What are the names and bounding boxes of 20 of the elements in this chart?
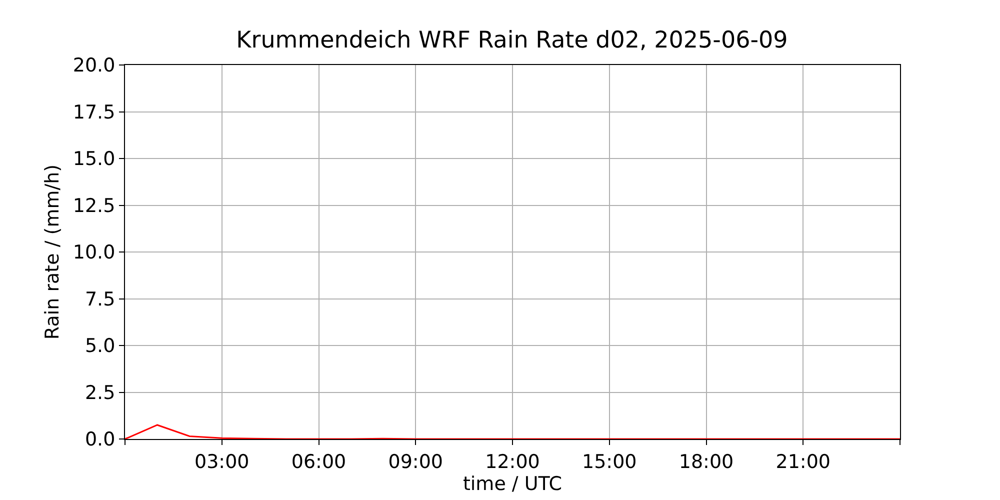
line-series <box>125 424 900 439</box>
y-tick-label: 15.0 <box>72 148 116 170</box>
x-tick-label: 15:00 <box>582 450 637 473</box>
y-tick-label: 5.0 <box>84 335 116 358</box>
x-tick-label: 09:00 <box>388 450 444 473</box>
y-tick-label: 10.0 <box>72 242 116 264</box>
chart-title: Krummendeich WRF Rain Rate d02, 2025-06-09 <box>236 28 788 54</box>
x-tick-label: 18:00 <box>678 450 734 473</box>
y-tick-label: 17.5 <box>72 101 116 124</box>
y-tick-label: 20.0 <box>72 54 116 77</box>
y-tick-label: 12.5 <box>72 194 116 217</box>
y-axis-title: Rain rate / (mm/h) <box>42 164 64 340</box>
x-tick-label: 03:00 <box>194 450 250 473</box>
x-tick-label: 12:00 <box>485 450 540 473</box>
y-tick-label: 2.5 <box>84 382 116 404</box>
x-tick-label: 21:00 <box>776 450 831 473</box>
y-tick-label: 0.0 <box>84 428 116 451</box>
x-tick-label: 06:00 <box>291 450 346 473</box>
x-axis-title: time / UTC <box>462 472 562 495</box>
y-tick-label: 7.5 <box>84 288 116 310</box>
